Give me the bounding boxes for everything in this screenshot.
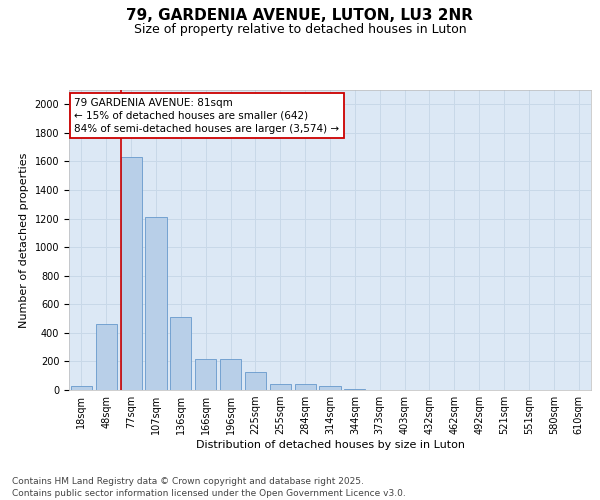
Bar: [71, 386, 92, 390]
Bar: [121, 157, 142, 390]
Text: Size of property relative to detached houses in Luton: Size of property relative to detached ho…: [134, 22, 466, 36]
Bar: [270, 384, 291, 390]
Text: 79 GARDENIA AVENUE: 81sqm
← 15% of detached houses are smaller (642)
84% of semi: 79 GARDENIA AVENUE: 81sqm ← 15% of detac…: [74, 98, 340, 134]
Bar: [96, 324, 117, 390]
Y-axis label: Number of detached properties: Number of detached properties: [19, 152, 29, 328]
Bar: [220, 360, 241, 390]
Bar: [170, 317, 191, 390]
Bar: [195, 360, 216, 390]
Text: 79, GARDENIA AVENUE, LUTON, LU3 2NR: 79, GARDENIA AVENUE, LUTON, LU3 2NR: [127, 8, 473, 22]
Bar: [145, 217, 167, 390]
Bar: [295, 384, 316, 390]
Text: Contains HM Land Registry data © Crown copyright and database right 2025.
Contai: Contains HM Land Registry data © Crown c…: [12, 476, 406, 498]
Bar: [344, 388, 365, 390]
X-axis label: Distribution of detached houses by size in Luton: Distribution of detached houses by size …: [196, 440, 464, 450]
Bar: [245, 372, 266, 390]
Bar: [319, 386, 341, 390]
